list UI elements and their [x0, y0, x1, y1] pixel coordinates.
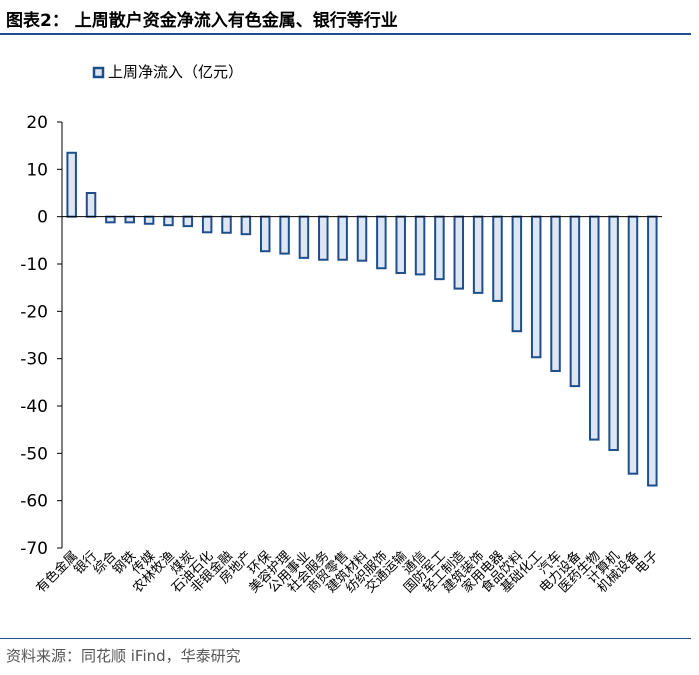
y-tick-label: -30	[20, 350, 48, 370]
bar	[298, 215, 310, 259]
y-axis: 20 10 0 -10 -20 -30 -40 -50 -60 -70	[20, 113, 63, 559]
bar	[395, 215, 406, 274]
bar	[647, 215, 658, 487]
bar	[124, 215, 135, 224]
bar	[550, 215, 561, 372]
bar	[259, 215, 271, 253]
bar	[240, 215, 252, 236]
y-tick-label: 20	[26, 113, 48, 133]
bar	[279, 215, 290, 255]
y-tick-label: -20	[20, 302, 48, 322]
legend: 上周净流入（亿元）	[92, 63, 243, 81]
bar	[530, 215, 542, 359]
y-tick-label: 0	[37, 208, 48, 228]
bar	[85, 192, 97, 218]
bar	[201, 215, 213, 234]
bar	[182, 215, 194, 228]
chart-title: 图表2： 上周散户资金净流入有色金属、银行等行业	[6, 11, 398, 31]
y-tick-label: -70	[20, 539, 48, 559]
bars	[66, 151, 658, 487]
legend-swatch	[92, 66, 105, 79]
bar	[608, 215, 619, 452]
y-tick-label: -50	[20, 444, 48, 464]
bar	[105, 215, 116, 224]
bar	[163, 215, 174, 227]
legend-label: 上周净流入（亿元）	[108, 63, 243, 81]
source-note: 资料来源：同花顺 iFind，华泰研究	[6, 647, 241, 665]
bar	[143, 215, 155, 225]
bar	[589, 215, 600, 441]
bar	[356, 215, 368, 262]
y-tick-label: -40	[20, 397, 48, 417]
bar	[376, 215, 387, 270]
x-tick-label: 电子	[633, 549, 662, 578]
bar	[337, 215, 348, 261]
bar	[318, 215, 329, 261]
source-divider	[0, 638, 691, 639]
title-divider	[0, 33, 691, 35]
bar	[434, 215, 445, 281]
bar	[453, 215, 465, 290]
y-tick-label: -10	[20, 255, 48, 275]
y-tick-label: 10	[26, 160, 48, 180]
y-tick-label: -60	[20, 492, 48, 512]
bar	[221, 215, 232, 234]
bar	[472, 215, 484, 294]
bar	[569, 215, 581, 388]
bar-chart: 上周净流入（亿元） 20 10 0 -10 -20 -30 -40 -50 -60 -70 有色金…	[20, 63, 662, 596]
bar	[627, 215, 639, 475]
bar	[66, 151, 77, 218]
bar	[492, 215, 503, 302]
x-axis-labels: 有色金属银行综合钢铁传媒农林牧渔煤炭石油石化非银金融房地产环保美容护理公用事业社…	[33, 548, 662, 596]
bar	[414, 215, 426, 276]
bar	[511, 215, 523, 333]
